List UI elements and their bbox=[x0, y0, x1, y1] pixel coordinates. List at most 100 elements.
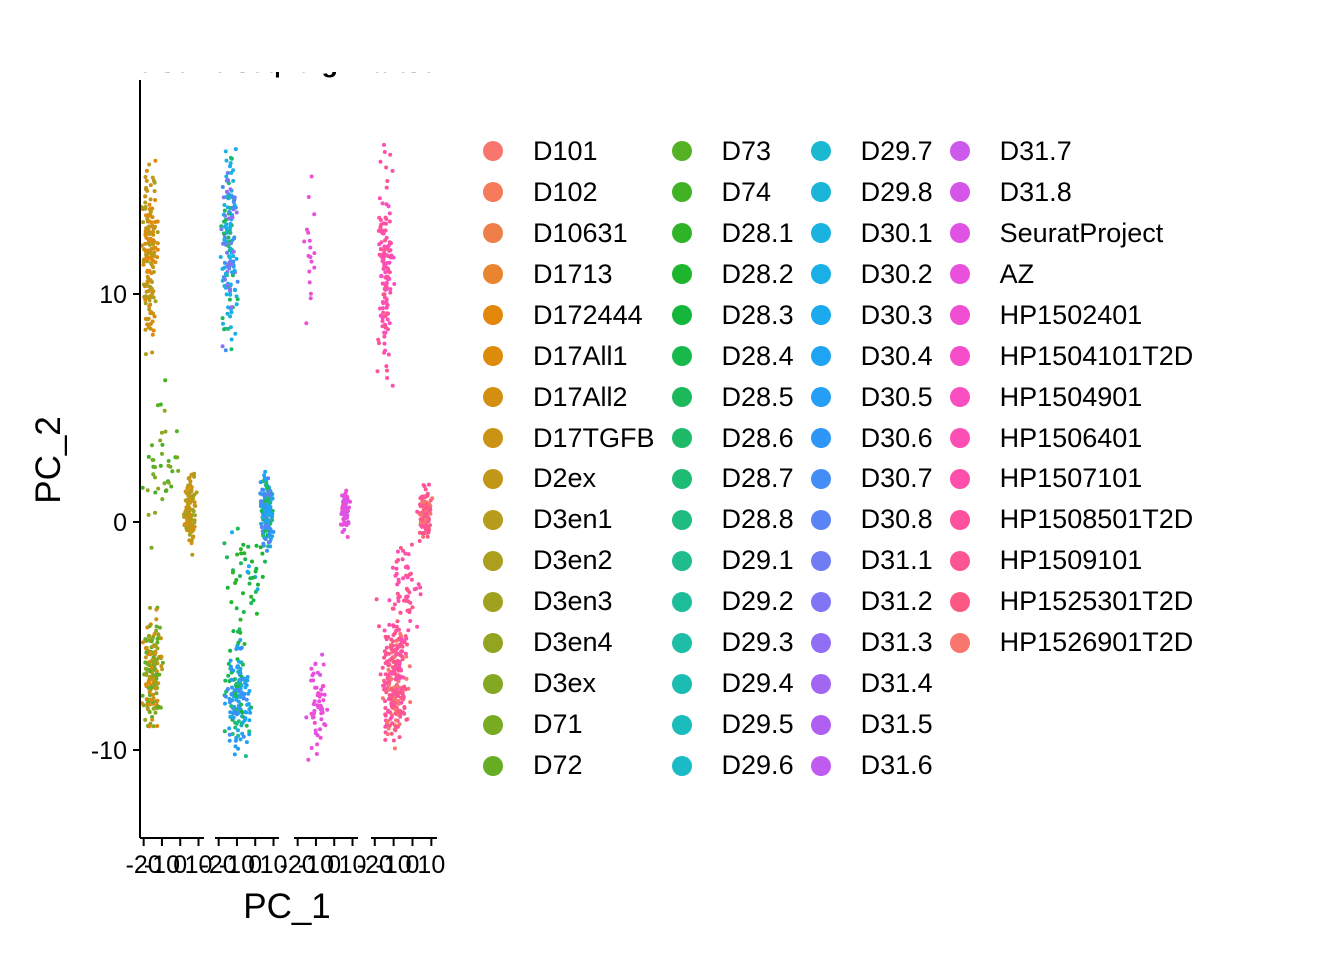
data-point bbox=[311, 715, 316, 720]
data-point bbox=[390, 168, 395, 173]
legend-swatch bbox=[483, 182, 503, 203]
data-point bbox=[381, 258, 386, 263]
data-point bbox=[306, 230, 311, 235]
data-point bbox=[246, 702, 251, 706]
legend-swatch bbox=[810, 673, 831, 694]
data-point bbox=[385, 659, 390, 664]
data-point bbox=[228, 658, 233, 663]
legend-label: D30.7 bbox=[860, 463, 933, 494]
data-point bbox=[396, 698, 401, 703]
data-point bbox=[149, 286, 154, 291]
data-point bbox=[312, 251, 317, 256]
data-point bbox=[230, 685, 234, 690]
data-point bbox=[225, 585, 230, 590]
data-point bbox=[263, 477, 268, 482]
data-point bbox=[381, 683, 385, 688]
data-point bbox=[152, 189, 157, 194]
data-point bbox=[306, 253, 311, 258]
legend-item: D30.4 bbox=[806, 336, 933, 377]
data-point bbox=[390, 606, 395, 611]
data-point bbox=[385, 720, 390, 725]
data-point bbox=[229, 667, 234, 672]
data-point bbox=[151, 676, 156, 681]
data-point bbox=[154, 676, 159, 681]
data-point bbox=[144, 168, 149, 173]
data-point bbox=[243, 557, 248, 562]
data-point bbox=[380, 281, 385, 286]
legend-item: D17All2 bbox=[478, 377, 655, 418]
data-point bbox=[154, 607, 159, 612]
data-point bbox=[169, 484, 174, 489]
legend-swatch bbox=[949, 509, 970, 530]
legend-swatch bbox=[483, 264, 503, 285]
data-point bbox=[147, 307, 152, 312]
data-point bbox=[155, 255, 160, 260]
data-point bbox=[407, 608, 412, 613]
y-tick-label: -10 bbox=[91, 737, 127, 765]
data-point bbox=[393, 672, 398, 677]
data-point bbox=[230, 530, 234, 535]
legend-item: D102 bbox=[478, 172, 655, 213]
data-point bbox=[229, 241, 233, 246]
legend-swatch bbox=[671, 550, 692, 571]
data-point bbox=[225, 283, 229, 288]
data-point bbox=[402, 705, 407, 709]
data-point bbox=[160, 451, 164, 456]
data-point bbox=[343, 513, 348, 518]
data-point bbox=[228, 155, 233, 160]
data-point bbox=[384, 217, 389, 221]
data-point bbox=[241, 696, 246, 701]
legend-swatch bbox=[483, 428, 503, 449]
data-point bbox=[147, 724, 152, 729]
data-point bbox=[313, 685, 318, 690]
data-point bbox=[153, 245, 158, 250]
data-point bbox=[377, 242, 382, 247]
legend-swatch bbox=[483, 673, 503, 694]
data-point bbox=[425, 493, 430, 498]
data-point bbox=[253, 569, 258, 574]
data-point bbox=[226, 216, 231, 221]
data-point bbox=[393, 573, 398, 578]
legend-label: D28.1 bbox=[721, 217, 794, 248]
data-point bbox=[400, 557, 405, 562]
legend-item: D28.3 bbox=[667, 295, 794, 336]
data-point bbox=[387, 679, 392, 684]
data-point bbox=[144, 185, 149, 190]
data-point bbox=[313, 728, 318, 733]
legend-item: D71 bbox=[478, 704, 655, 745]
data-point bbox=[427, 482, 431, 487]
legend-item: D29.7 bbox=[806, 131, 933, 172]
legend-swatch bbox=[810, 264, 831, 285]
data-point bbox=[153, 198, 158, 202]
data-point bbox=[259, 521, 264, 526]
data-point bbox=[168, 464, 173, 469]
legend-swatch bbox=[949, 264, 970, 285]
data-point bbox=[225, 171, 230, 175]
legend-item: D31.4 bbox=[806, 663, 933, 704]
data-point bbox=[315, 693, 320, 698]
data-point bbox=[150, 332, 155, 337]
data-point bbox=[141, 262, 146, 267]
data-point bbox=[151, 706, 156, 711]
data-point bbox=[390, 565, 395, 570]
legend-item: D10631 bbox=[478, 213, 655, 254]
data-point bbox=[236, 710, 241, 715]
data-point bbox=[224, 272, 229, 277]
data-point bbox=[401, 576, 406, 581]
data-point bbox=[380, 201, 385, 206]
data-point bbox=[409, 577, 414, 582]
data-point bbox=[398, 714, 403, 719]
data-point bbox=[341, 503, 346, 507]
legend-item: D73 bbox=[667, 131, 794, 172]
data-point bbox=[232, 752, 237, 757]
data-point bbox=[398, 546, 403, 550]
data-point bbox=[265, 492, 270, 497]
data-point bbox=[154, 617, 159, 622]
data-point bbox=[155, 230, 160, 235]
legend-item: D101 bbox=[478, 131, 655, 172]
data-point bbox=[312, 711, 316, 716]
data-point bbox=[148, 693, 152, 698]
data-point bbox=[187, 532, 192, 537]
data-point bbox=[391, 623, 396, 628]
legend-swatch bbox=[810, 141, 831, 162]
